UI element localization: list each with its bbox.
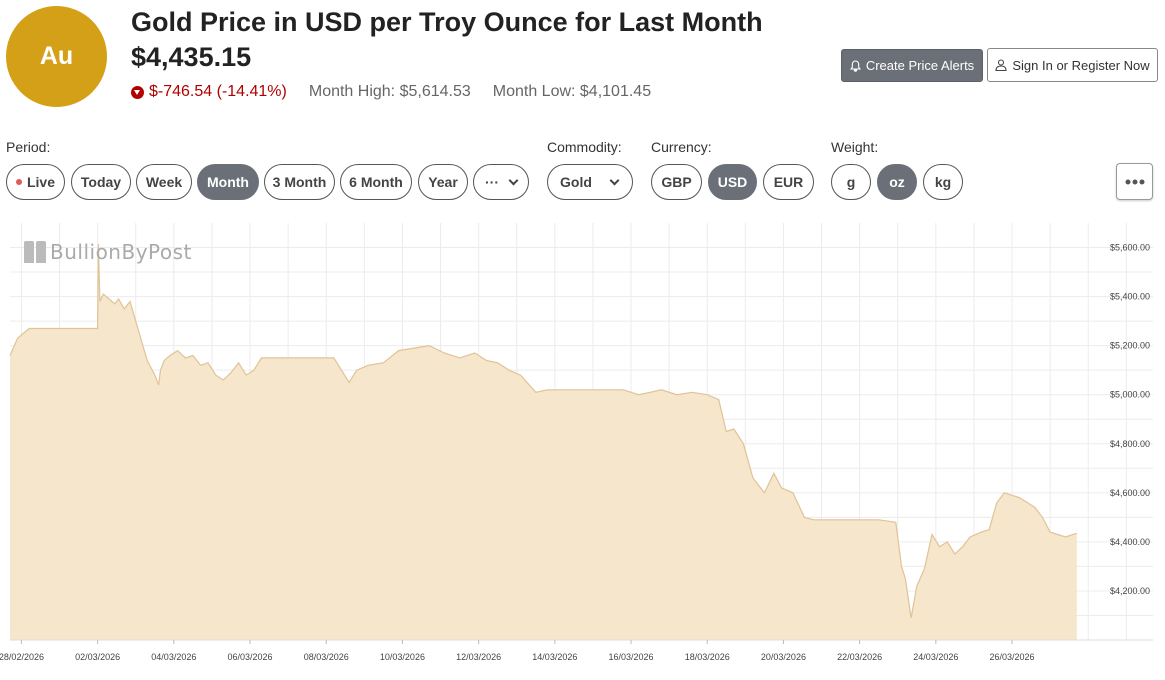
x-tick-label: 06/03/2026: [228, 652, 273, 662]
price-change-value: $-746.54 (-14.41%): [149, 83, 287, 100]
x-tick-label: 20/03/2026: [761, 652, 806, 662]
gold-symbol-badge: Au: [6, 6, 107, 107]
y-tick-label: $4,800.00: [1110, 439, 1150, 449]
x-tick-label: 24/03/2026: [913, 652, 958, 662]
x-tick-label: 12/03/2026: [456, 652, 501, 662]
period-label: Period:: [6, 139, 51, 155]
month-high: Month High: $5,614.53: [308, 83, 471, 100]
currency-label: Currency:: [651, 139, 712, 155]
bullionbypost-logo-icon: [24, 241, 46, 263]
y-tick-label: $5,600.00: [1110, 243, 1150, 253]
y-tick-label: $5,200.00: [1110, 341, 1150, 351]
commodity-value: Gold: [560, 174, 592, 190]
y-tick-label: $5,000.00: [1110, 390, 1150, 400]
currency-usd[interactable]: USD: [708, 164, 757, 200]
commodity-label: Commodity:: [547, 139, 622, 155]
currency-gbp[interactable]: GBP: [651, 164, 702, 200]
period-today[interactable]: Today: [71, 164, 131, 200]
x-tick-label: 28/02/2026: [0, 652, 44, 662]
currency-eur[interactable]: EUR: [763, 164, 814, 200]
user-icon: [995, 59, 1007, 71]
period-6-month[interactable]: 6 Month: [340, 164, 412, 200]
y-tick-label: $4,200.00: [1110, 586, 1150, 596]
price-chart[interactable]: $4,200.00 $4,400.00 $4,600.00 $4,800.00 $5,0…: [0, 215, 1165, 680]
price-line: [9, 244, 1077, 619]
x-tick-label: 22/03/2026: [837, 652, 882, 662]
chevron-down-icon: [508, 175, 519, 185]
create-price-alerts-button[interactable]: Create Price Alerts: [841, 49, 983, 82]
x-tick-label: 02/03/2026: [75, 652, 120, 662]
period-live-label: Live: [26, 174, 55, 190]
weight-g[interactable]: g: [831, 164, 871, 200]
period-week[interactable]: Week: [136, 164, 192, 200]
period-month[interactable]: Month: [197, 164, 259, 200]
period-more-dropdown[interactable]: ···: [473, 164, 529, 200]
x-tick-label: 18/03/2026: [685, 652, 730, 662]
ellipsis-icon: [1125, 179, 1144, 184]
page-title: Gold Price in USD per Troy Ounce for Las…: [131, 7, 763, 37]
period-3-month[interactable]: 3 Month: [264, 164, 335, 200]
watermark-text: BullionByPost: [50, 240, 192, 264]
y-tick-label: $4,400.00: [1110, 537, 1150, 547]
y-tick-label: $4,600.00: [1110, 488, 1150, 498]
x-tick-label: 26/03/2026: [990, 652, 1035, 662]
period-year[interactable]: Year: [418, 164, 468, 200]
x-tick-label: 04/03/2026: [151, 652, 196, 662]
sign-in-label: Sign In or Register Now: [1012, 57, 1150, 73]
period-live[interactable]: Live: [6, 164, 65, 200]
x-tick-label: 08/03/2026: [304, 652, 349, 662]
weight-label: Weight:: [831, 139, 879, 155]
chevron-down-icon: [609, 175, 620, 185]
price-stats: $-746.54 (-14.41%) Month High: $5,614.53…: [131, 83, 651, 101]
create-price-alerts-label: Create Price Alerts: [865, 58, 975, 73]
x-tick-label: 10/03/2026: [380, 652, 425, 662]
bell-icon: [849, 59, 861, 72]
x-tick-label: 14/03/2026: [532, 652, 577, 662]
down-arrow-icon: [131, 85, 144, 99]
month-low: Month Low: $4,101.45: [492, 83, 652, 100]
watermark: BullionByPost: [24, 240, 192, 264]
period-more-label: ···: [485, 174, 499, 190]
price-change: $-746.54 (-14.41%): [131, 83, 287, 101]
sign-in-button[interactable]: Sign In or Register Now: [987, 48, 1158, 82]
price-area: [10, 244, 1077, 640]
commodity-select[interactable]: Gold: [547, 164, 633, 200]
price-chart-svg: $4,200.00 $4,400.00 $4,600.00 $4,800.00 $5,0…: [0, 223, 1153, 662]
weight-kg[interactable]: kg: [923, 164, 963, 200]
x-tick-label: 16/03/2026: [609, 652, 654, 662]
weight-oz[interactable]: oz: [877, 164, 917, 200]
y-tick-label: $5,400.00: [1110, 292, 1150, 302]
more-options-button[interactable]: [1116, 163, 1153, 200]
live-dot-icon: [15, 179, 22, 185]
current-price: $4,435.15: [131, 42, 252, 72]
